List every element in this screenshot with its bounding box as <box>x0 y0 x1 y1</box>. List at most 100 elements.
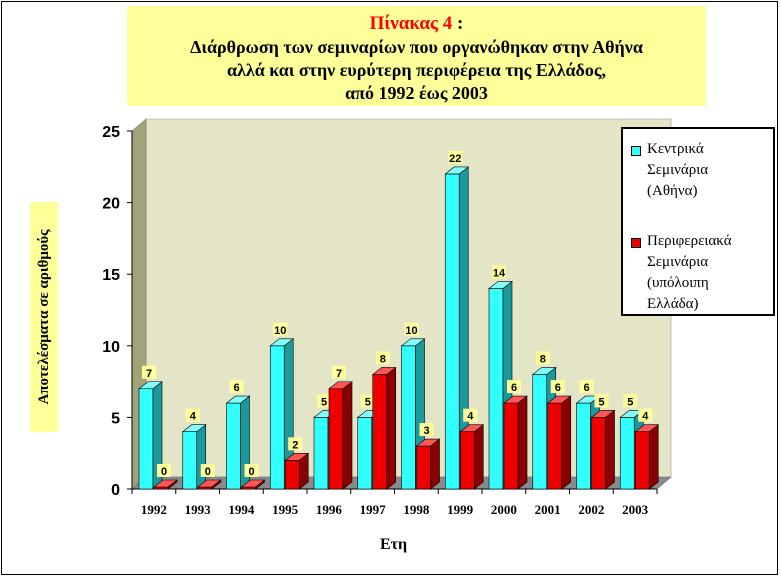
bar-front <box>269 345 285 490</box>
bar-front <box>547 402 563 490</box>
x-tick-label: 2001 <box>535 502 561 517</box>
bar-side <box>517 395 528 490</box>
chart-legend: Κεντρικά Σεμινάρια (Αθήνα) Περιφερειακά … <box>621 127 775 316</box>
bar-side <box>386 366 397 490</box>
bar-front <box>372 374 388 490</box>
y-tick-label: 25 <box>102 124 120 141</box>
data-label-bg <box>273 322 288 336</box>
data-label-bg <box>142 365 156 379</box>
x-axis-label: Ετη <box>380 536 408 553</box>
bar-top <box>590 410 616 418</box>
bar-top <box>153 479 178 488</box>
legend-central-line-3: (Αθήνα) <box>647 183 698 199</box>
data-label: 8 <box>380 353 386 365</box>
x-tick-label: 1997 <box>360 502 387 517</box>
data-label-bg <box>623 394 638 408</box>
data-label-bg <box>419 423 434 437</box>
data-label: 6 <box>233 382 239 394</box>
bar-front <box>532 374 548 490</box>
bar-top <box>138 381 163 390</box>
bar-top <box>196 479 222 488</box>
bar-front <box>357 417 373 490</box>
bar-top <box>371 367 397 375</box>
data-label: 7 <box>146 368 152 380</box>
x-tick-label: 1992 <box>141 502 167 517</box>
chart-title-line-2: αλλά και στην ευρύτερη περιφέρεια της Ελ… <box>226 60 606 80</box>
legend-label-regional: Περιφερειακά Σεμινάρια (υπόλοιπη Ελλάδα) <box>647 231 777 315</box>
legend-regional-line-3: (υπόλοιπη <box>647 275 709 291</box>
x-tick-label: 2000 <box>491 502 517 517</box>
data-label: 6 <box>555 382 561 394</box>
x-tick-label: 1998 <box>403 502 430 517</box>
data-label-bg <box>550 380 565 394</box>
data-label: 6 <box>511 382 517 394</box>
legend-swatch-regional <box>631 238 641 248</box>
bar-front <box>459 431 475 490</box>
y-axis-label: Αποτελέσματα σε αριθμούς <box>30 202 58 432</box>
data-label: 2 <box>292 439 298 451</box>
bar-front <box>284 460 300 490</box>
bar-front <box>488 288 504 490</box>
bar-front <box>444 173 460 490</box>
chart-title-box: Πίνακας 4 : Διάρθρωση των σεμιναρίων που… <box>127 6 706 106</box>
y-tick-label: 10 <box>102 339 120 356</box>
data-label-bg <box>200 464 215 477</box>
y-tick-label: 20 <box>102 196 120 213</box>
data-label: 4 <box>467 411 474 423</box>
data-label: 10 <box>405 325 417 337</box>
bar-top <box>225 395 251 404</box>
data-label-bg <box>332 365 346 379</box>
chart-title-line-1: Διάρθρωση των σεμιναρίων που οργανώθηκαν… <box>190 37 643 57</box>
data-label: 0 <box>205 466 211 478</box>
data-label-bg <box>463 408 478 422</box>
bar-front <box>401 345 416 490</box>
legend-regional-line-2: Σεμινάρια <box>647 254 709 270</box>
bar-front <box>416 445 431 490</box>
data-label: 5 <box>365 396 371 408</box>
legend-regional-line-1: Περιφερειακά <box>647 233 732 249</box>
bar-top <box>444 166 470 175</box>
data-label-bg <box>157 464 171 477</box>
bar-side <box>196 424 207 490</box>
bar-front <box>328 388 344 490</box>
bar-top <box>503 395 528 404</box>
data-label-bg <box>507 380 521 394</box>
x-tick-label: 2003 <box>622 502 649 517</box>
data-label-bg <box>448 150 463 164</box>
bar-top <box>488 281 513 289</box>
chart-title-line-3: από 1992 έως 2003 <box>345 83 488 103</box>
legend-swatch-central <box>631 146 641 156</box>
data-label: 5 <box>598 396 604 408</box>
data-label: 4 <box>642 411 649 423</box>
bar-side <box>561 395 572 490</box>
bar-top <box>634 424 660 433</box>
data-label-bg <box>535 351 550 365</box>
bar-front <box>634 431 650 490</box>
bar-top <box>269 338 295 347</box>
y-tick-label: 0 <box>111 482 120 499</box>
bar-top <box>181 424 207 433</box>
data-label-bg <box>375 351 390 365</box>
table-number: Πίνακας 4 <box>369 13 453 34</box>
data-label: 14 <box>493 268 506 280</box>
y-tick-label: 15 <box>102 267 120 284</box>
x-tick-label: 1999 <box>447 502 474 517</box>
data-label: 8 <box>540 353 546 365</box>
bar-front <box>619 417 635 490</box>
bar-top <box>415 438 441 447</box>
data-label-bg <box>244 464 259 477</box>
bar-top <box>459 424 485 433</box>
bar-top <box>400 338 426 347</box>
data-label-bg <box>185 408 200 422</box>
data-label: 22 <box>449 153 461 165</box>
legend-central-line-1: Κεντρικά <box>647 141 704 157</box>
data-label: 10 <box>274 325 286 337</box>
bar-top <box>531 367 557 375</box>
bar-front <box>503 402 519 490</box>
data-label-bg <box>317 394 331 408</box>
data-label: 0 <box>161 466 167 478</box>
x-tick-label: 1994 <box>228 502 255 517</box>
bar-side <box>473 424 484 490</box>
data-label: 4 <box>190 411 197 423</box>
bar-side <box>430 438 440 490</box>
